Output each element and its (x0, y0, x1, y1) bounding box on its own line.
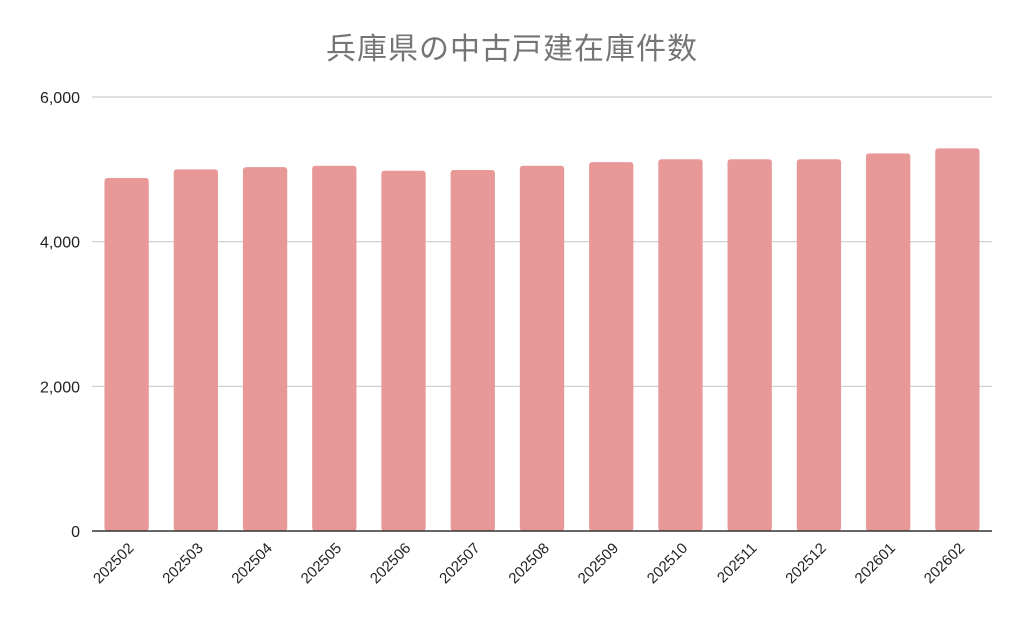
x-tick-label: 202505 (298, 540, 345, 587)
chart-title: 兵庫県の中古戸建在庫件数 (326, 32, 698, 67)
bar-202508 (519, 165, 565, 531)
bar-202511 (727, 159, 772, 531)
bar-202505 (312, 165, 357, 531)
bar-202503 (173, 169, 218, 532)
x-tick-label: 202509 (575, 540, 622, 587)
bar-202507 (450, 170, 495, 531)
bar-202506 (381, 170, 426, 531)
y-tick-label: 4,000 (40, 235, 80, 252)
bars (104, 148, 980, 532)
x-tick-label: 202510 (644, 540, 691, 587)
x-tick-label: 202601 (852, 540, 899, 587)
y-tick-label: 0 (71, 524, 80, 541)
x-tick-label: 202503 (159, 540, 206, 587)
y-tick-label: 2,000 (40, 379, 80, 396)
x-tick-label: 202504 (228, 540, 275, 587)
x-tick-label: 202512 (782, 540, 829, 587)
x-tick-label: 202506 (367, 540, 414, 587)
bar-202602 (935, 148, 980, 531)
x-tick-label: 202602 (921, 540, 968, 587)
bar-202504 (242, 167, 288, 531)
bar-202510 (658, 159, 703, 531)
bar-202601 (866, 153, 911, 532)
bar-202512 (796, 159, 842, 531)
bar-202509 (589, 162, 634, 531)
x-tick-label: 202502 (90, 540, 137, 587)
y-axis-ticks: 0 2,000 4,000 6,000 (40, 90, 80, 541)
x-tick-label: 202508 (505, 540, 552, 587)
x-tick-label: 202507 (436, 540, 483, 587)
x-axis-ticks: 202502 202503 202504 202505 202506 202507 2025… (90, 540, 968, 587)
x-tick-label: 202511 (714, 540, 761, 587)
bar-202502 (104, 178, 149, 531)
y-tick-label: 6,000 (40, 90, 80, 107)
